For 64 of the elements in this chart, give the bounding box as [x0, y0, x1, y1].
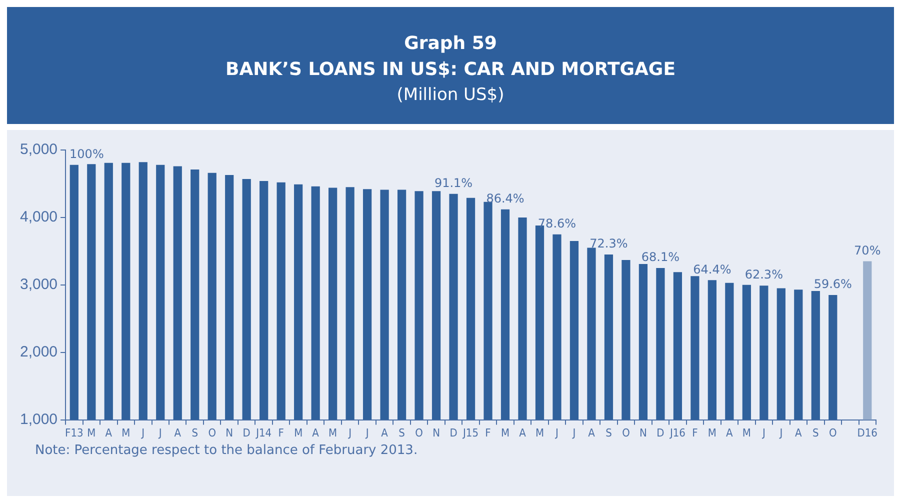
- x-tick-label: J: [778, 426, 783, 440]
- x-tick-label: N: [226, 426, 234, 440]
- annotation: 78.6%: [538, 216, 576, 230]
- x-tick-label: A: [519, 426, 526, 440]
- annotation: 59.6%: [814, 277, 852, 292]
- x-tick-label: J15: [462, 426, 479, 440]
- x-tick-label: J: [761, 426, 766, 440]
- y-tick-label: 1,000: [20, 410, 58, 428]
- annotation: 68.1%: [641, 250, 680, 264]
- x-tick-label: D: [656, 426, 665, 440]
- x-tick-label: S: [606, 426, 612, 440]
- chart-subtitle: (Million US$): [396, 84, 506, 107]
- x-tick-label: O: [415, 426, 424, 440]
- x-tick-label: O: [828, 426, 837, 440]
- x-tick-label: O: [622, 426, 630, 440]
- x-tick-label: M: [294, 426, 303, 440]
- x-tick-label: M: [122, 426, 130, 440]
- x-tick-label: F: [485, 426, 492, 440]
- x-tick-label: A: [312, 426, 320, 440]
- annotation: 91.1%: [434, 176, 473, 190]
- x-tick-label: S: [398, 426, 405, 440]
- x-tick-label: J: [364, 426, 369, 440]
- text: Note: Percentage respect to the balance of February 2013.: [35, 443, 418, 458]
- x-tick-label: J: [348, 426, 352, 440]
- x-tick-label: J: [158, 426, 162, 440]
- x-tick-label: M: [742, 426, 751, 440]
- x-tick-label: F13: [65, 426, 84, 440]
- chart-title: Graph 59 BANK’S LOANS IN US$: CAR AND MORTGAGE: [224, 32, 676, 82]
- annotation: 86.4%: [486, 191, 524, 206]
- x-tick-label: N: [432, 426, 440, 440]
- annotation: 70%: [854, 243, 881, 258]
- x-tick-label: J16: [668, 426, 686, 440]
- y-tick-label: 5,000: [20, 141, 58, 158]
- x-tick-label: A: [588, 426, 596, 440]
- x-tick-label: S: [812, 426, 819, 440]
- y-tick-label: 3,000: [20, 276, 58, 294]
- x-tick-label: J: [572, 426, 576, 440]
- x-tick-label: M: [535, 426, 544, 440]
- y-tick-label: 2,000: [20, 343, 58, 360]
- x-tick-label: A: [795, 426, 802, 440]
- x-tick-label: J: [554, 426, 558, 440]
- x-tick-label: J14: [255, 426, 272, 440]
- x-tick-label: D: [242, 426, 251, 440]
- x-tick-label: A: [726, 426, 734, 440]
- x-tick-label: M: [500, 426, 510, 440]
- annotation: 62.3%: [744, 268, 783, 282]
- annotation: 100%: [70, 146, 104, 161]
- annotation: 64.4%: [693, 262, 732, 276]
- x-tick-label: M: [87, 426, 96, 440]
- x-tick-label: S: [192, 426, 198, 440]
- x-tick-label: M: [708, 426, 716, 440]
- x-tick-label: F: [692, 426, 698, 440]
- y-tick-label: 4,000: [20, 208, 58, 226]
- x-tick-label: O: [208, 426, 216, 440]
- x-tick-label: A: [105, 426, 112, 440]
- x-tick-label: M: [328, 426, 338, 440]
- x-tick-label: D: [450, 426, 458, 440]
- annotation: 72.3%: [590, 236, 628, 251]
- x-tick-label: F: [278, 426, 284, 440]
- x-tick-label: D16: [857, 426, 878, 440]
- x-tick-label: A: [381, 426, 388, 440]
- x-tick-label: J: [140, 426, 145, 440]
- x-tick-label: N: [640, 426, 647, 440]
- x-tick-label: A: [174, 426, 182, 440]
